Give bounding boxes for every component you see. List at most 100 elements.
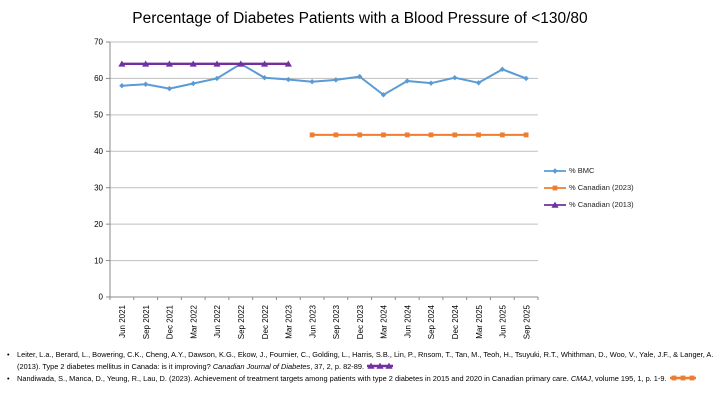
series-marker-bmc: [428, 80, 434, 86]
series-marker-bmc: [309, 79, 315, 85]
citation-2023: • Nandiwada, S., Manca, D., Yeung, R., La…: [6, 373, 716, 385]
legend-item-canadian-2023: % Canadian (2023): [544, 179, 634, 196]
legend-item-canadian-2013: % Canadian (2013): [544, 196, 634, 213]
x-axis-label: Sep 2021: [142, 304, 151, 339]
series-marker-bmc: [452, 75, 458, 81]
series-marker-bmc: [523, 75, 529, 82]
glyph-marker: [671, 375, 676, 381]
series-marker-bmc: [333, 77, 339, 83]
citation-2013-journal: Canadian Journal of Diabetes: [212, 361, 311, 371]
series-marker-canadian-2023: [428, 132, 434, 138]
series-marker-bmc: [285, 76, 292, 83]
legend-label: % Canadian (2013): [569, 200, 634, 209]
series-marker-canadian-2023: [381, 132, 386, 138]
x-axis-label: Dec 2024: [451, 304, 460, 339]
y-axis-label: 20: [94, 220, 103, 229]
series-marker-bmc: [142, 81, 149, 87]
glyph-marker: [689, 375, 694, 381]
citation-2023-journal: CMAJ: [570, 374, 591, 384]
x-axis-label: Mar 2024: [380, 304, 389, 338]
series-marker-canadian-2023: [452, 132, 458, 138]
series-marker-bmc: [499, 66, 506, 73]
series-marker-canadian-2013: [213, 60, 221, 67]
legend-swatch-marker: [552, 167, 558, 174]
chart-title: Percentage of Diabetes Patients with a B…: [132, 10, 588, 27]
citation-2013-suffix: , 37, 2, p. 82-89.: [310, 361, 367, 371]
canadian-2023-marker-glyph: [669, 375, 696, 381]
legend-label: % Canadian (2023): [569, 183, 634, 192]
glyph-marker: [376, 362, 384, 369]
x-axis-label: Sep 2024: [427, 304, 436, 339]
citation-2013-text: Leiter, L.a., Berard, L., Bowering, C.K.…: [17, 350, 713, 371]
x-axis-label: Jun 2023: [308, 304, 317, 337]
series-marker-bmc: [166, 85, 173, 92]
citation-2023-suffix: , volume 195, 1, p. 1-9.: [590, 374, 669, 384]
citation-2023-text: Nandiwada, S., Manca, D., Yeung, R., Lau…: [17, 374, 697, 383]
series-marker-canadian-2013: [284, 60, 292, 67]
y-axis-label: 40: [94, 147, 103, 156]
series-marker-canadian-2023: [309, 132, 315, 138]
series-marker-bmc: [475, 80, 482, 86]
series-marker-bmc: [356, 73, 363, 80]
legend-item-bmc: % BMC: [544, 162, 634, 179]
series-marker-canadian-2013: [165, 60, 174, 67]
x-axis-label: Dec 2021: [166, 304, 175, 339]
bmc-swatch-icon: [544, 167, 566, 174]
legend-swatch-marker: [551, 201, 559, 208]
purple-triangle-series-glyph-icon: [366, 362, 394, 371]
x-axis-label: Sep 2022: [237, 304, 246, 339]
series-marker-canadian-2013: [118, 60, 126, 67]
y-axis-label: 30: [94, 183, 103, 192]
x-axis-label: Dec 2022: [261, 304, 270, 339]
x-axis-label: Jun 2024: [403, 304, 412, 337]
series-marker-bmc: [214, 75, 220, 82]
x-axis-label: Dec 2023: [356, 304, 365, 339]
bullet-icon: •: [7, 350, 10, 359]
series-marker-canadian-2013: [237, 60, 245, 67]
citation-2013: • Leiter, L.a., Berard, L., Bowering, C.K…: [6, 349, 716, 372]
x-axis-label: Mar 2023: [285, 304, 294, 338]
x-axis-label: Jun 2022: [213, 304, 222, 337]
footnotes: • Leiter, L.a., Berard, L., Bowering, C.K…: [6, 349, 716, 386]
x-axis-label: Sep 2025: [522, 304, 531, 339]
y-axis-label: 60: [94, 74, 103, 83]
series-marker-canadian-2013: [260, 60, 269, 67]
y-axis-label: 0: [99, 293, 104, 302]
y-axis-label: 10: [94, 256, 103, 265]
chart-legend: % BMC % Canadian (2023) % Canadian (2013): [544, 162, 634, 213]
series-marker-bmc: [380, 92, 387, 98]
series-marker-canadian-2023: [499, 132, 505, 138]
x-axis-label: Jun 2025: [499, 304, 508, 337]
canadian-2013-swatch-icon: [544, 201, 566, 208]
glyph-marker: [385, 362, 393, 369]
chart-plot-area: 0 10 20 30 40 50 60 70 Jun 2021 Sep 2021 Dec 2021 M…: [94, 38, 539, 339]
series-marker-bmc: [119, 83, 125, 89]
series-marker-canadian-2013: [189, 60, 197, 67]
legend-swatch-marker: [552, 185, 558, 190]
series-line-bmc: [120, 62, 528, 96]
bullet-icon: •: [7, 374, 10, 384]
series-marker-canadian-2023: [476, 132, 481, 138]
series-marker-canadian-2023: [404, 132, 410, 138]
x-axis-label: Sep 2023: [332, 304, 341, 339]
series-marker-bmc: [404, 78, 410, 84]
canadian-2023-swatch-icon: [544, 185, 566, 190]
y-axis-label: 70: [94, 38, 103, 47]
series-marker-canadian-2023: [357, 132, 363, 138]
series-marker-canadian-2023: [333, 132, 339, 138]
x-axis-label: Jun 2021: [118, 304, 127, 337]
series-marker-canadian-2013: [142, 60, 150, 67]
citation-2023-prefix: Nandiwada, S., Manca, D., Yeung, R., Lau…: [17, 374, 571, 384]
glyph-marker: [367, 362, 375, 369]
series-marker-bmc: [261, 75, 268, 81]
x-axis-label: Mar 2025: [475, 304, 484, 338]
orange-square-series-glyph-icon: [669, 374, 697, 383]
series-marker-bmc: [190, 80, 196, 87]
citation-2013-prefix: Leiter, L.a., Berard, L., Bowering, C.K.…: [17, 350, 714, 371]
series-marker-canadian-2023: [523, 132, 529, 138]
y-axis-label: 50: [94, 111, 103, 120]
canadian-2013-marker-glyph: [367, 362, 394, 369]
legend-label: % BMC: [569, 166, 595, 175]
glyph-marker: [680, 375, 685, 381]
x-axis-label: Mar 2022: [189, 304, 198, 338]
